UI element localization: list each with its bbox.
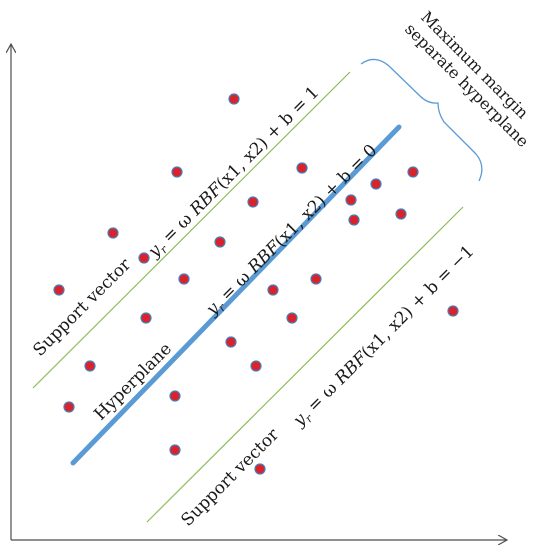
hyperplane-label: Hyperplane xyxy=(90,339,176,425)
data-point xyxy=(345,194,357,206)
data-point xyxy=(225,336,237,348)
data-point xyxy=(169,390,181,402)
data-points xyxy=(53,93,459,475)
data-point xyxy=(138,252,150,264)
margin-brace xyxy=(360,58,483,182)
data-point xyxy=(267,284,279,296)
data-point xyxy=(370,178,382,190)
lower-equation: yr = ω RBF(x1, x2) + b = −1 xyxy=(289,242,480,433)
data-point xyxy=(310,273,322,285)
support-vector-lower-label: Support vector xyxy=(177,424,283,530)
data-point xyxy=(247,196,259,208)
data-point xyxy=(63,401,75,413)
data-point xyxy=(178,273,190,285)
hyperplane-line xyxy=(70,124,402,466)
data-point xyxy=(228,93,240,105)
data-point xyxy=(214,236,226,248)
data-point xyxy=(348,214,360,226)
data-point xyxy=(254,463,266,475)
data-point xyxy=(107,227,119,239)
data-point xyxy=(169,444,181,456)
lower-margin-line xyxy=(146,206,464,523)
data-point xyxy=(286,312,298,324)
upper-margin-line xyxy=(32,71,351,389)
support-vector-upper-label: Support vector xyxy=(29,254,135,360)
data-point xyxy=(84,360,96,372)
data-point xyxy=(140,312,152,324)
data-point xyxy=(296,162,308,174)
data-point xyxy=(395,208,407,220)
data-point xyxy=(250,360,262,372)
data-point xyxy=(53,284,65,296)
max-margin-label-line2: separate hyperplane xyxy=(401,19,533,151)
data-point xyxy=(171,166,183,178)
data-point xyxy=(407,166,419,178)
data-point xyxy=(447,305,459,317)
